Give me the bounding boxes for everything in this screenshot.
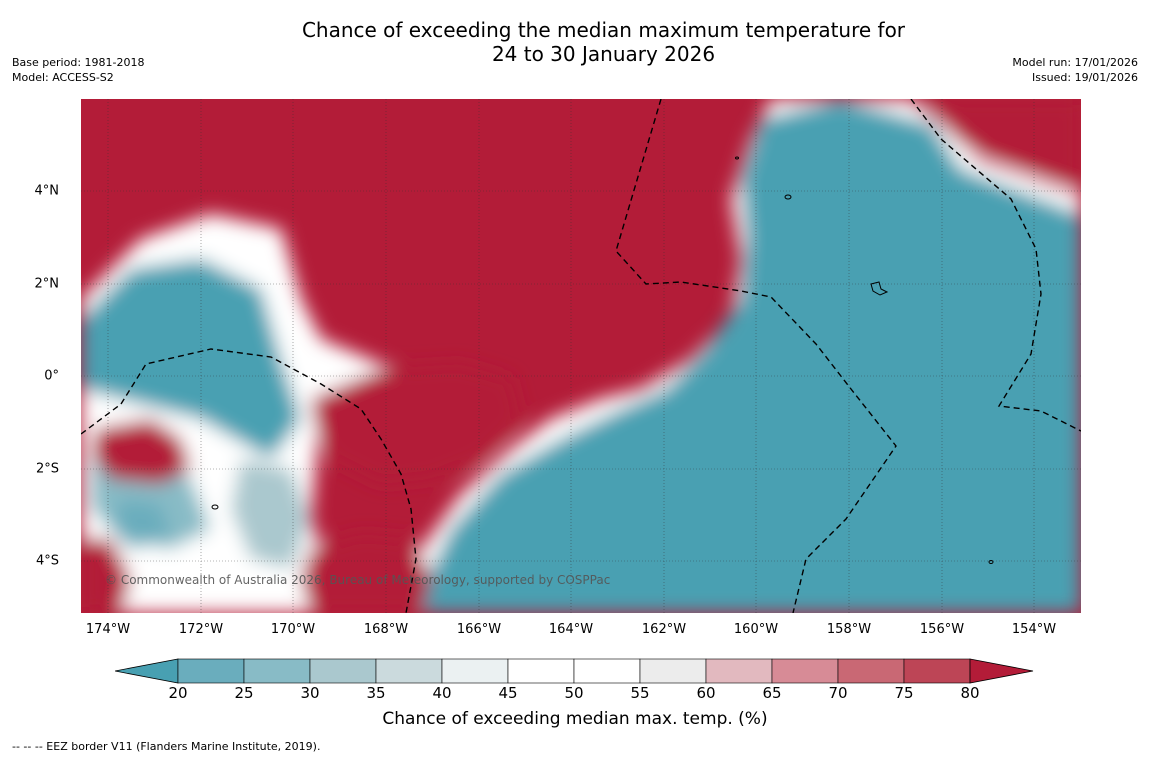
colorbar-segment <box>441 658 509 684</box>
colorbar-tick-label: 75 <box>894 684 914 702</box>
lon-label-174w: 174°W <box>85 622 131 637</box>
colorbar-tick-label: 65 <box>762 684 782 702</box>
lon-label-158w: 158°W <box>826 622 872 637</box>
colorbar-label: Chance of exceeding median max. temp. (%… <box>382 709 768 729</box>
lat-label-2s: 2°S <box>35 461 59 477</box>
colorbar-tick-label: 40 <box>432 684 452 702</box>
colorbar-segment <box>705 658 773 684</box>
title-line-2: 24 to 30 January 2026 <box>491 42 716 66</box>
map-canvas <box>81 99 1081 613</box>
lat-label-4n: 4°N <box>34 183 60 199</box>
base-period: Base period: 1981-2018 <box>12 56 145 69</box>
colorbar-tick-label: 20 <box>168 684 188 702</box>
colorbar-tick-label: 30 <box>300 684 320 702</box>
colorbar-graphic <box>114 658 1034 684</box>
model-run: Model run: 17/01/2026 <box>1012 56 1138 69</box>
islands <box>211 156 994 564</box>
colorbar-segment <box>375 658 443 684</box>
colorbar-tick-label: 45 <box>498 684 518 702</box>
lon-label-166w: 166°W <box>456 622 502 637</box>
colorbar-tick-label: 70 <box>828 684 848 702</box>
colorbar-segment <box>771 658 839 684</box>
lon-label-154w: 154°W <box>1011 622 1057 637</box>
lon-label-168w: 168°W <box>363 622 409 637</box>
lat-label-2n: 2°N <box>34 276 60 292</box>
eez-borders <box>81 99 1081 613</box>
lon-label-160w: 160°W <box>733 622 779 637</box>
issued-date: Issued: 19/01/2026 <box>1031 71 1138 84</box>
lon-label-156w: 156°W <box>919 622 965 637</box>
chart-title: Chance of exceeding the median maximum t… <box>0 18 1150 66</box>
lat-label-0: 0° <box>44 368 59 384</box>
colorbar-tick-label: 25 <box>234 684 254 702</box>
colorbar-segment <box>507 658 575 684</box>
colorbar-low-extension <box>114 658 179 684</box>
eez-footnote: -- -- -- EEZ border V11 (Flanders Marine… <box>12 740 321 753</box>
title-line-1: Chance of exceeding the median maximum t… <box>301 18 906 42</box>
colorbar-tick-label: 50 <box>564 684 584 702</box>
colorbar-tick-label: 80 <box>960 684 980 702</box>
lon-label-170w: 170°W <box>270 622 316 637</box>
lon-label-162w: 162°W <box>641 622 687 637</box>
probability-field <box>81 99 1081 613</box>
colorbar-segment <box>177 658 245 684</box>
colorbar-segment <box>837 658 905 684</box>
colorbar-segment <box>243 658 311 684</box>
lon-label-164w: 164°W <box>548 622 594 637</box>
colorbar-segment <box>573 658 641 684</box>
colorbar <box>114 658 1037 688</box>
meta-left: Base period: 1981-2018 Model: ACCESS-S2 <box>12 55 144 85</box>
copyright-notice: © Commonwealth of Australia 2026, Bureau… <box>105 573 611 587</box>
colorbar-tick-label: 55 <box>630 684 650 702</box>
lon-label-172w: 172°W <box>178 622 224 637</box>
colorbar-segment <box>903 658 971 684</box>
colorbar-tick-label: 35 <box>366 684 386 702</box>
meta-right: Model run: 17/01/2026 Issued: 19/01/2026 <box>1012 55 1138 85</box>
colorbar-segment <box>309 658 377 684</box>
model-name: Model: ACCESS-S2 <box>12 71 114 84</box>
colorbar-segment <box>639 658 707 684</box>
lat-label-4s: 4°S <box>35 553 59 569</box>
colorbar-tick-label: 60 <box>696 684 716 702</box>
forecast-map <box>81 99 1081 613</box>
colorbar-high-extension <box>969 658 1034 684</box>
